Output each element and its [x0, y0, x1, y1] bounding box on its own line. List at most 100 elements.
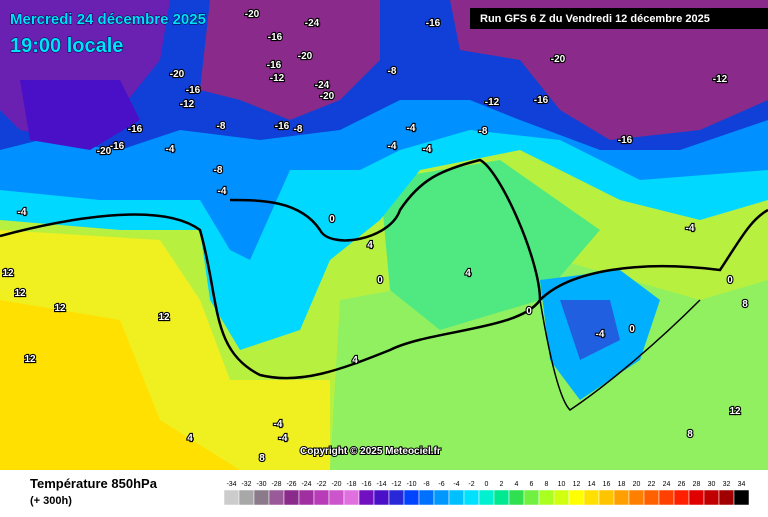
colorbar-label: 24 [663, 481, 671, 488]
colorbar-swatch [538, 489, 555, 506]
contour-label: -12 [485, 97, 500, 108]
contour-label: -20 [245, 9, 260, 20]
colorbar-label: 10 [558, 481, 566, 488]
contour-label: -4 [279, 433, 288, 444]
colorbar-swatch [463, 489, 480, 506]
colorbar-label: -28 [271, 481, 281, 488]
colorbar-label: -10 [406, 481, 416, 488]
colorbar-swatch [628, 489, 645, 506]
contour-label: -12 [270, 73, 285, 84]
colorbar-label: -16 [361, 481, 371, 488]
contour-label: 0 [329, 214, 335, 225]
contour-labels: -20-24-16-16-20-16-12-24-20-20-16-12-16-… [1, 8, 749, 465]
copyright: Copyright © 2025 Meteociel.fr [300, 446, 441, 457]
colorbar-swatch [253, 489, 270, 506]
colorbar-label: -22 [316, 481, 326, 488]
contour-label: -20 [551, 54, 566, 65]
colorbar-swatch [313, 489, 330, 506]
colorbar-label: 6 [530, 481, 534, 488]
colorbar-label: -30 [256, 481, 266, 488]
colorbar-swatch [703, 489, 720, 506]
colorbar-swatch [343, 489, 360, 506]
colorbar-swatch [508, 489, 525, 506]
colorbar-swatch [583, 489, 600, 506]
colorbar-swatch [673, 489, 690, 506]
colorbar-label: 28 [693, 481, 701, 488]
contour-label: -4 [388, 141, 397, 152]
contour-label: 12 [158, 312, 170, 323]
colorbar-label: 32 [723, 481, 731, 488]
colorbar-label: 14 [588, 481, 596, 488]
contour-label: -16 [268, 32, 283, 43]
contour-label: -12 [180, 99, 195, 110]
contour-label: -16 [110, 141, 125, 152]
contour-label: 8 [259, 453, 265, 464]
colorbar-swatch [388, 489, 405, 506]
footer-title: Température 850hPa [30, 476, 158, 491]
colorbar-label: 4 [515, 481, 519, 488]
colorbar-label: 18 [618, 481, 626, 488]
colorbar-swatch [418, 489, 435, 506]
contour-label: -4 [596, 329, 605, 340]
contour-label: -16 [186, 85, 201, 96]
contour-label: 12 [729, 406, 741, 417]
contour-label: -20 [320, 91, 335, 102]
contour-label: 0 [727, 275, 733, 286]
colorbar-swatch [478, 489, 495, 506]
colorbar-swatch [658, 489, 675, 506]
contour-label: -24 [315, 80, 330, 91]
contour-label: 0 [629, 324, 635, 335]
contour-label: -16 [128, 124, 143, 135]
contour-label: 0 [377, 275, 383, 286]
colorbar-label: 12 [573, 481, 581, 488]
colorbar-swatch [688, 489, 705, 506]
run-box [470, 8, 768, 29]
colorbar-label: -4 [453, 481, 459, 488]
contour-label: -20 [298, 51, 313, 62]
contour-label: -4 [274, 419, 283, 430]
contour-label: 12 [2, 268, 14, 279]
colorbar-swatch [328, 489, 345, 506]
colorbar-label: -18 [346, 481, 356, 488]
contour-label: -4 [423, 144, 432, 155]
contour-label: -16 [267, 60, 282, 71]
contour-label: -8 [388, 66, 397, 77]
contour-label: 0 [526, 306, 532, 317]
date-label: Mercredi 24 décembre 2025 [10, 11, 206, 28]
contour-label: -4 [166, 144, 175, 155]
colorbar-swatch [598, 489, 615, 506]
colorbar-swatch [643, 489, 660, 506]
colorbar-swatch [733, 489, 750, 506]
contour-label: -16 [426, 18, 441, 29]
footer-lead: (+ 300h) [30, 495, 72, 507]
contour-label: -24 [305, 18, 320, 29]
contour-label: -16 [618, 135, 633, 146]
contour-label: 8 [742, 299, 748, 310]
contour-label: 8 [687, 429, 693, 440]
colorbar-swatch [433, 489, 450, 506]
colorbar-label: 26 [678, 481, 686, 488]
colorbar-swatch [238, 489, 255, 506]
contour-label: 4 [367, 240, 373, 251]
colorbar-swatch [568, 489, 585, 506]
colorbar-swatch [553, 489, 570, 506]
colorbar-swatch [268, 489, 285, 506]
contour-label: 4 [352, 355, 358, 366]
colorbar-swatch [358, 489, 375, 506]
colorbar-label: -20 [331, 481, 341, 488]
colorbar-label: 16 [603, 481, 611, 488]
colorbar-label: -14 [376, 481, 386, 488]
time-label: 19:00 locale [10, 35, 123, 57]
contour-label: 12 [14, 288, 26, 299]
colorbar-swatch [283, 489, 300, 506]
colorbar-label: 8 [545, 481, 549, 488]
contour-label: 12 [54, 303, 66, 314]
contour-label: 4 [465, 268, 471, 279]
colorbar-label: -24 [301, 481, 311, 488]
map-background [0, 0, 768, 470]
colorbar-label: -32 [241, 481, 251, 488]
contour-label: -8 [479, 126, 488, 137]
colorbar-label: 22 [648, 481, 656, 488]
contour-label: -4 [218, 186, 227, 197]
contour-label: -4 [18, 207, 27, 218]
